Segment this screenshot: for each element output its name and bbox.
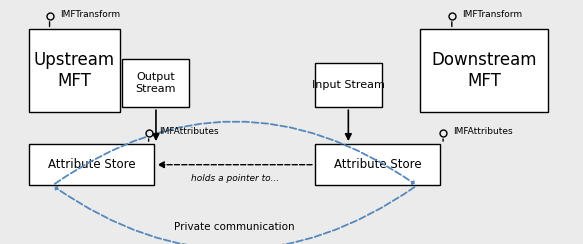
Text: Input Stream: Input Stream: [312, 81, 385, 90]
Text: holds a pointer to...: holds a pointer to...: [191, 174, 279, 183]
Text: Output
Stream: Output Stream: [136, 72, 176, 94]
FancyBboxPatch shape: [122, 59, 189, 107]
FancyBboxPatch shape: [315, 63, 382, 107]
Text: IMFTransform: IMFTransform: [60, 10, 120, 19]
Text: Private communication: Private communication: [174, 222, 295, 232]
Text: IMFAttributes: IMFAttributes: [159, 127, 219, 136]
Text: Attribute Store: Attribute Store: [333, 158, 422, 171]
FancyArrowPatch shape: [55, 187, 415, 244]
Text: Upstream
MFT: Upstream MFT: [34, 51, 115, 90]
FancyBboxPatch shape: [29, 144, 154, 185]
FancyBboxPatch shape: [29, 29, 120, 112]
Text: IMFTransform: IMFTransform: [462, 10, 522, 19]
FancyBboxPatch shape: [420, 29, 548, 112]
Text: Downstream
MFT: Downstream MFT: [431, 51, 536, 90]
FancyBboxPatch shape: [315, 144, 440, 185]
Text: Attribute Store: Attribute Store: [48, 158, 136, 171]
FancyArrowPatch shape: [55, 122, 414, 184]
Text: IMFAttributes: IMFAttributes: [454, 127, 513, 136]
